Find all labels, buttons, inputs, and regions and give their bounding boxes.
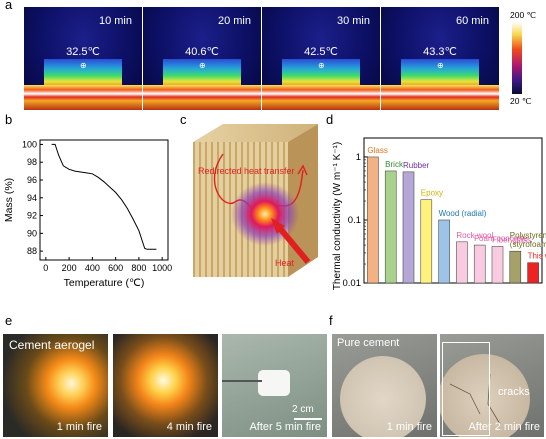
heat-label: Heat <box>275 258 295 268</box>
wood-block-top <box>193 124 318 142</box>
cement-title: Pure cement <box>337 337 400 349</box>
crosshair-icon: ⊕ <box>437 61 444 70</box>
thermal-image-30min: 30 min 42.5℃ ⊕ <box>262 7 380 110</box>
tc-bar <box>402 171 415 284</box>
redirect-heat-label: Redirected heat transfer <box>198 166 295 176</box>
colorbar-max-label: 200 ℃ <box>510 10 537 20</box>
tga-plot-frame <box>39 139 169 261</box>
tc-bar <box>456 241 468 284</box>
tc-bar-label: (styrofoam) <box>510 240 546 249</box>
cement-caption-1: 1 min fire <box>386 421 432 433</box>
tc-bar <box>491 246 504 284</box>
cement-photo-1min: Pure cement 1 min fire <box>332 334 437 437</box>
tc-bar <box>473 244 486 284</box>
thermal-temp-label: 40.6℃ <box>185 46 219 58</box>
thermal-image-20min: 20 min 40.6℃ ⊕ <box>143 7 261 110</box>
cement-disk <box>340 356 426 437</box>
tc-bar <box>438 219 450 284</box>
thermal-time-label: 10 min <box>98 15 132 27</box>
panel-label-a: a <box>5 0 13 12</box>
panel-label-f: f <box>329 313 333 328</box>
tc-bar-label: Rock wool <box>456 231 493 240</box>
aerogel-photo-1min: Cement aerogel 1 min fire <box>3 334 108 437</box>
cement-disk-cracked <box>440 354 530 437</box>
tc-y-tick-label: 1 <box>356 152 361 163</box>
tc-bar <box>509 250 522 284</box>
tweezer <box>222 380 262 382</box>
tc-bar-label: Foam concrete <box>474 234 528 243</box>
crack-highlight-box <box>442 342 490 436</box>
thermal-temp-label: 43.3℃ <box>423 46 457 58</box>
crosshair-icon: ⊕ <box>318 61 325 70</box>
tc-y-axis-label: Thermal conductivity (W m⁻¹ K⁻¹) <box>332 142 343 290</box>
aerogel-photo-4min: 4 min fire <box>113 334 218 437</box>
tga-x-tick-label: 0 <box>43 263 48 273</box>
thermal-image-60min: 60 min 43.3℃ ⊕ <box>381 7 499 110</box>
cement-caption-2: After 2 min fire <box>468 421 540 433</box>
tc-bar-label: Rubber <box>403 161 430 170</box>
tc-bar-label: Glass <box>367 146 387 155</box>
tc-bar-label: Fiber glass <box>492 235 531 244</box>
heat-redirect-diagram: Redirected heat transfer Heat <box>193 124 318 277</box>
thermal-conductivity-chart: 0.01 0.1 1 Glass Brick Rubber Epoxy Wood (radi… <box>332 137 546 290</box>
tc-bar <box>384 170 397 284</box>
panel-label-e: e <box>5 313 13 328</box>
thermal-temp-label: 42.5℃ <box>304 46 338 58</box>
aerogel-photo-after: 2 cm After 5 min fire <box>222 334 327 437</box>
tc-bar <box>367 156 379 284</box>
tga-x-tick-label: 800 <box>131 263 146 273</box>
redirect-arrowhead <box>297 164 308 176</box>
tga-y-tick-label: 94 <box>27 193 37 203</box>
aerogel-caption-2: 4 min fire <box>166 421 212 433</box>
tga-y-tick-label: 92 <box>27 211 37 221</box>
aerogel-caption-1: 1 min fire <box>56 421 102 433</box>
cracks-label: cracks <box>498 386 530 398</box>
tc-bar-label: This work <box>528 252 546 261</box>
scale-bar-label: 2 cm <box>292 404 314 415</box>
tga-x-tick-label: 600 <box>108 263 123 273</box>
tga-y-tick-label: 100 <box>22 139 37 149</box>
thermal-temp-label: 32.5℃ <box>66 46 100 58</box>
tga-x-tick-label: 400 <box>85 263 100 273</box>
panel-label-d: d <box>326 112 334 127</box>
heat-arrowhead <box>271 218 285 234</box>
tga-chart: 0 200 400 600 800 1000 88 90 92 94 96 98 100 Tempera… <box>3 139 172 289</box>
crosshair-icon: ⊕ <box>199 61 206 70</box>
thermal-image-10min: 10 min 32.5℃ ⊕ <box>24 7 142 110</box>
crosshair-icon: ⊕ <box>80 61 87 70</box>
tc-plot-frame <box>363 137 543 284</box>
tga-x-tick-label: 1000 <box>152 263 172 273</box>
heat-arrow <box>275 224 311 264</box>
tc-bar-label: Epoxy <box>421 189 443 198</box>
tc-bar-label: Wood (radial) <box>439 209 487 218</box>
tc-bar-label: Brick <box>385 160 404 169</box>
tga-curve <box>51 143 157 250</box>
aerogel-caption-3: After 5 min fire <box>249 421 321 433</box>
thermal-time-label: 30 min <box>336 15 370 27</box>
tga-y-tick-label: 96 <box>27 175 37 185</box>
tc-y-tick-label: 0.1 <box>348 215 361 226</box>
tc-bar-label: Polystyrene <box>510 231 546 240</box>
tga-x-axis-label: Temperature (℃) <box>64 277 145 289</box>
tc-y-tick-label: 0.01 <box>343 278 362 289</box>
colorbar-min-label: 20 ℃ <box>510 96 532 106</box>
aerogel-sample <box>258 370 290 396</box>
thermal-time-label: 20 min <box>217 15 251 27</box>
tga-y-tick-label: 90 <box>27 228 37 238</box>
tga-y-axis-label: Mass (%) <box>3 178 15 222</box>
scale-bar <box>294 418 322 420</box>
tc-bar <box>420 199 433 284</box>
tga-y-tick-label: 88 <box>27 246 37 256</box>
panel-label-c: c <box>180 112 187 127</box>
thermal-time-label: 60 min <box>455 15 489 27</box>
aerogel-title: Cement aerogel <box>9 338 95 352</box>
panel-label-b: b <box>5 112 13 127</box>
wood-block-side <box>288 124 318 277</box>
tga-y-tick-label: 98 <box>27 157 37 167</box>
cement-photo-after: cracks After 2 min fire <box>440 334 544 437</box>
tc-bar <box>527 262 539 284</box>
tga-x-tick-label: 200 <box>62 263 77 273</box>
temperature-colorbar <box>512 22 522 94</box>
